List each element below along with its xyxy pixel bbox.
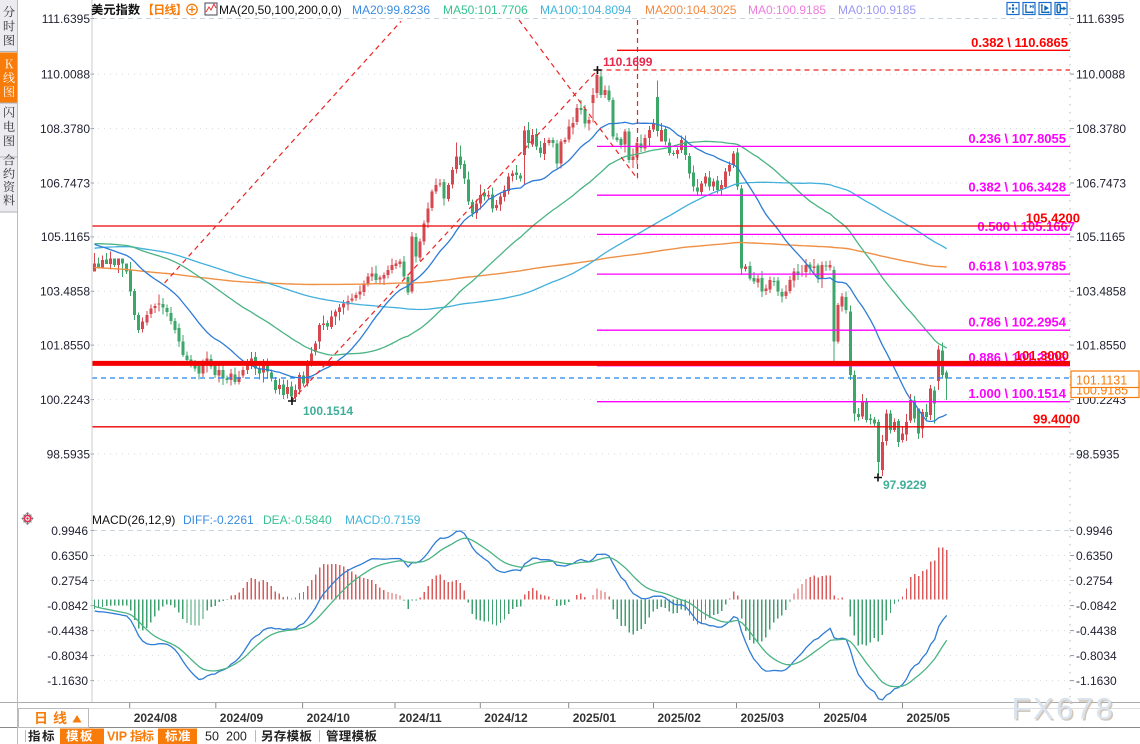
svg-text:MA200:104.3025: MA200:104.3025 — [645, 3, 737, 17]
svg-text:110.0088: 110.0088 — [41, 67, 90, 81]
svg-text:0.6350: 0.6350 — [1076, 549, 1113, 563]
svg-text:101.1131: 101.1131 — [1076, 374, 1127, 388]
svg-text:-1.1630: -1.1630 — [1076, 674, 1117, 688]
svg-text:0.9946: 0.9946 — [1076, 524, 1113, 538]
svg-text:106.7473: 106.7473 — [1076, 176, 1126, 190]
svg-text:111.6395: 111.6395 — [1076, 12, 1125, 26]
svg-text:99.4000: 99.4000 — [1033, 411, 1080, 426]
svg-text:100.2243: 100.2243 — [40, 393, 90, 407]
svg-text:98.5935: 98.5935 — [47, 447, 91, 461]
svg-text:2025/04: 2025/04 — [824, 711, 868, 725]
svg-text:DIFF:-0.2261: DIFF:-0.2261 — [183, 513, 254, 527]
svg-text:110.1699: 110.1699 — [603, 55, 653, 69]
svg-text:101.3000: 101.3000 — [1015, 348, 1069, 363]
svg-text:2024/09: 2024/09 — [220, 711, 264, 725]
svg-text:-0.8034: -0.8034 — [1076, 649, 1117, 663]
svg-text:2024/11: 2024/11 — [399, 711, 442, 725]
svg-text:0.236 \ 107.8055: 0.236 \ 107.8055 — [968, 131, 1066, 146]
svg-text:0.618 \ 103.9785: 0.618 \ 103.9785 — [968, 259, 1066, 274]
svg-text:2024/08: 2024/08 — [134, 711, 178, 725]
svg-text:103.4858: 103.4858 — [1076, 285, 1126, 299]
svg-text:MA20:99.8236: MA20:99.8236 — [352, 3, 430, 17]
svg-text:103.4858: 103.4858 — [40, 285, 90, 299]
svg-text:-0.0842: -0.0842 — [1076, 599, 1117, 613]
svg-text:-0.8034: -0.8034 — [47, 649, 88, 663]
svg-text:MACD:0.7159: MACD:0.7159 — [345, 513, 421, 527]
svg-text:-0.4438: -0.4438 — [47, 624, 88, 638]
svg-text:98.5935: 98.5935 — [1076, 447, 1120, 461]
svg-text:2024/12: 2024/12 — [484, 711, 528, 725]
svg-text:106.7473: 106.7473 — [40, 176, 90, 190]
svg-text:MA50:101.7706: MA50:101.7706 — [443, 3, 528, 17]
svg-text:MA(20,50,100,200,0,0): MA(20,50,100,200,0,0) — [219, 3, 342, 17]
svg-text:110.0088: 110.0088 — [1076, 67, 1125, 81]
svg-text:100.1514: 100.1514 — [303, 404, 353, 418]
svg-text:DEA:-0.5840: DEA:-0.5840 — [263, 513, 332, 527]
svg-text:FX678: FX678 — [1012, 691, 1116, 726]
svg-text:105.4200: 105.4200 — [1026, 211, 1080, 226]
svg-text:MA100:104.8094: MA100:104.8094 — [540, 3, 632, 17]
svg-text:200: 200 — [226, 730, 247, 744]
svg-text:101.8550: 101.8550 — [40, 338, 90, 352]
svg-text:0.6350: 0.6350 — [51, 549, 88, 563]
svg-text:101.8550: 101.8550 — [1076, 338, 1126, 352]
svg-text:2025/05: 2025/05 — [907, 711, 951, 725]
svg-text:2024/10: 2024/10 — [307, 711, 351, 725]
svg-text:MACD(26,12,9): MACD(26,12,9) — [92, 513, 175, 527]
svg-text:108.3780: 108.3780 — [40, 122, 90, 136]
svg-text:0.2754: 0.2754 — [51, 574, 88, 588]
svg-text:0.382 \ 110.6865: 0.382 \ 110.6865 — [971, 35, 1068, 50]
svg-text:105.1165: 105.1165 — [41, 230, 90, 244]
svg-text:-1.1630: -1.1630 — [47, 674, 88, 688]
svg-text:0.2754: 0.2754 — [1076, 574, 1113, 588]
svg-text:50: 50 — [205, 730, 219, 744]
svg-text:FX678: FX678 — [1013, 693, 1117, 728]
svg-text:2025/03: 2025/03 — [741, 711, 785, 725]
svg-text:0.9946: 0.9946 — [51, 524, 88, 538]
svg-text:111.6395: 111.6395 — [42, 12, 91, 26]
svg-text:97.9229: 97.9229 — [883, 478, 927, 492]
svg-text:105.1165: 105.1165 — [1076, 230, 1125, 244]
svg-text:2025/01: 2025/01 — [573, 711, 617, 725]
svg-text:2025/02: 2025/02 — [658, 711, 702, 725]
svg-text:108.3780: 108.3780 — [1076, 122, 1126, 136]
svg-text:0.382 \ 106.3428: 0.382 \ 106.3428 — [968, 180, 1066, 195]
svg-text:-0.0842: -0.0842 — [47, 599, 88, 613]
svg-text:1.000 \ 100.1514: 1.000 \ 100.1514 — [968, 386, 1066, 401]
svg-text:MA0:100.9185: MA0:100.9185 — [748, 3, 826, 17]
svg-text:VIP: VIP — [107, 730, 127, 744]
svg-text:-0.4438: -0.4438 — [1076, 624, 1117, 638]
svg-text:MA0:100.9185: MA0:100.9185 — [838, 3, 916, 17]
svg-text:0.786 \ 102.2954: 0.786 \ 102.2954 — [968, 315, 1066, 330]
